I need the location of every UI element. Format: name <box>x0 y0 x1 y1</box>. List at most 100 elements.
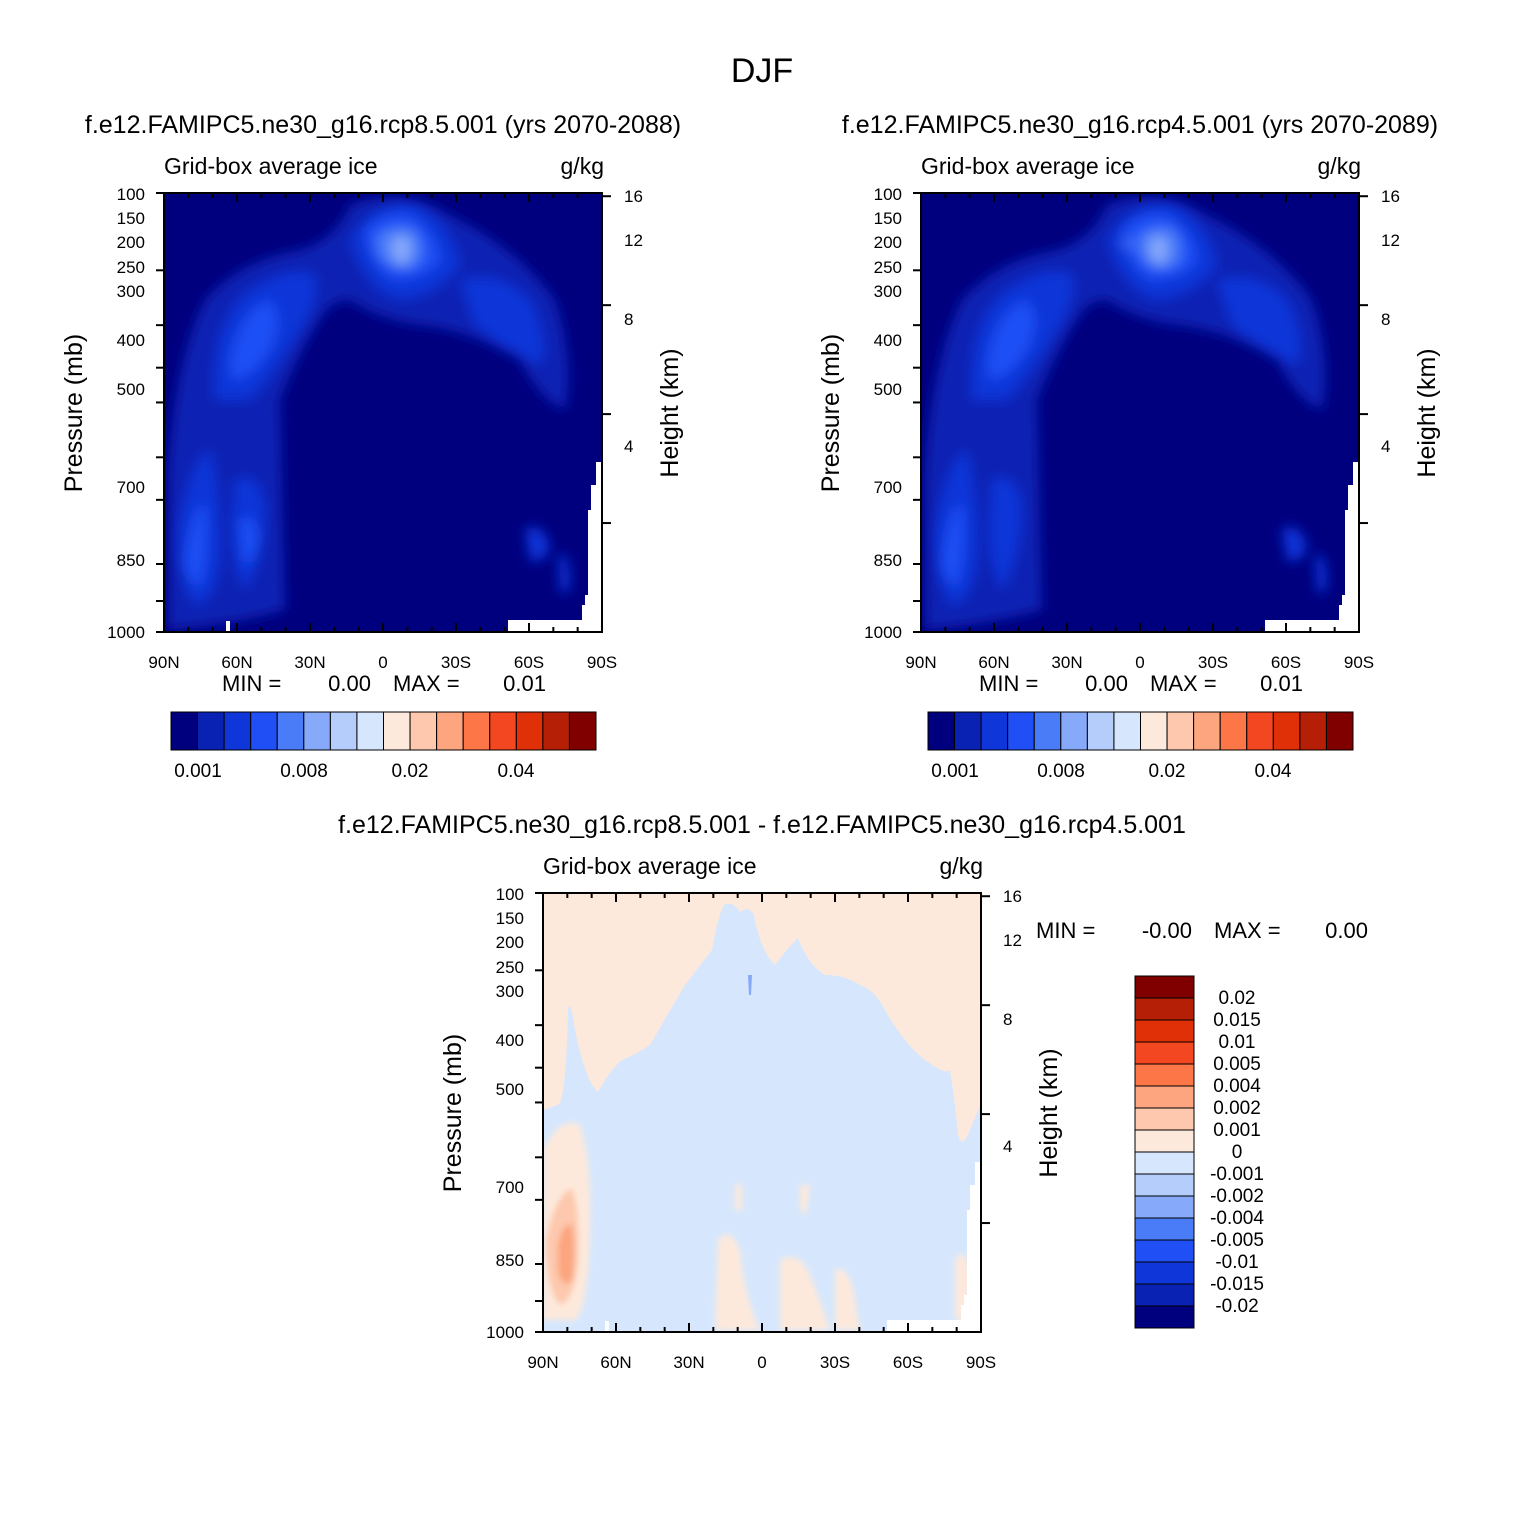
y-tick-label: 400 <box>117 331 145 350</box>
axis-ticks <box>535 892 990 1333</box>
y-tick-label: 500 <box>496 1080 524 1099</box>
colorbar-swatch <box>329 711 358 751</box>
colorbar-label: 0.01 <box>1219 1032 1256 1053</box>
colorbar-swatch <box>1272 711 1301 751</box>
y2-tick-labels: 16 12 8 4 <box>624 187 643 456</box>
colorbar-swatch <box>1246 711 1274 751</box>
x-tick-label: 30N <box>673 1353 704 1372</box>
y2-tick-label: 16 <box>1381 187 1400 206</box>
y2-tick-label: 16 <box>1003 887 1022 906</box>
panel-title-right: g/kg <box>561 153 604 179</box>
contour-field <box>164 193 602 632</box>
y-tick-label: 400 <box>874 331 902 350</box>
y-tick-label: 400 <box>496 1031 524 1050</box>
y2-tick-label: 4 <box>1381 437 1390 456</box>
y-tick-label: 200 <box>496 933 524 952</box>
y2-tick-labels: 16 12 8 4 <box>1381 187 1400 456</box>
colorbar-labels: 0.020.0150.010.0050.0040.0020.0010-0.001… <box>1210 988 1264 1317</box>
colorbar <box>170 711 597 751</box>
colorbar-label: -0.001 <box>1210 1164 1264 1185</box>
y2-tick-label: 8 <box>624 310 633 329</box>
colorbar-swatch <box>197 711 225 751</box>
colorbar-swatch <box>515 711 544 751</box>
negative-anomaly-region <box>543 903 981 1332</box>
colorbar-label: 0.02 <box>1219 988 1256 1009</box>
stats-max-label: MAX = <box>393 671 460 696</box>
y-tick-label: 150 <box>117 209 145 228</box>
y-axis-label: Pressure (mb) <box>60 334 88 492</box>
x-tick-label: 60N <box>978 653 1009 672</box>
contour-level-5 <box>1150 236 1168 265</box>
stats-min-label: MIN = <box>1036 918 1095 943</box>
y2-tick-label: 4 <box>624 437 633 456</box>
y-tick-label: 200 <box>874 233 902 252</box>
colorbar-swatch <box>1134 975 1195 999</box>
colorbar-vertical <box>1134 975 1195 1329</box>
colorbar-label: 0.002 <box>1213 1098 1261 1119</box>
y-axis-label: Pressure (mb) <box>817 334 845 492</box>
colorbar-swatch <box>1134 1173 1195 1197</box>
colorbar-swatch <box>462 711 491 751</box>
x-tick-label: 0 <box>1135 653 1144 672</box>
colorbar-swatch <box>1134 1019 1195 1043</box>
colorbar-label: -0.004 <box>1210 1208 1264 1229</box>
panel-title-right: g/kg <box>940 853 983 879</box>
x-tick-labels: 90N 60N 30N 0 30S 60S 90S <box>527 1353 996 1372</box>
y-tick-labels: 100 150 200 250 300 400 500 700 850 1000 <box>864 185 902 642</box>
x-tick-label: 0 <box>378 653 387 672</box>
y2-tick-label: 12 <box>1003 931 1022 950</box>
x-tick-label: 60S <box>514 653 544 672</box>
x-tick-label: 30N <box>294 653 325 672</box>
colorbar-swatch <box>1193 711 1221 751</box>
colorbar-swatch <box>542 711 570 751</box>
colorbar-swatch <box>1060 711 1088 751</box>
colorbar-swatch <box>1134 1239 1195 1263</box>
x-tick-label: 0 <box>757 1353 766 1372</box>
y-tick-label: 850 <box>117 551 145 570</box>
stats-min-value: 0.00 <box>1085 671 1128 696</box>
colorbar-swatch <box>1113 711 1141 751</box>
colorbar-label: 0.04 <box>1255 761 1292 782</box>
colorbar-swatch <box>1219 711 1248 751</box>
panel-rcp85: f.e12.FAMIPC5.ne30_g16.rcp8.5.001 (yrs 2… <box>60 111 684 782</box>
x-tick-labels: 90N 60N 30N 0 30S 60S 90S <box>905 653 1374 672</box>
colorbar-swatch <box>980 711 1009 751</box>
y-tick-label: 850 <box>874 551 902 570</box>
y2-axis-label: Height (km) <box>1035 1048 1063 1177</box>
colorbar-swatch <box>303 711 331 751</box>
colorbar-label: 0.02 <box>1149 761 1186 782</box>
x-tick-label: 90N <box>527 1353 558 1372</box>
x-tick-label: 30S <box>441 653 471 672</box>
y-tick-label: 100 <box>874 185 902 204</box>
small-negative-spot <box>748 975 752 995</box>
y-tick-label: 1000 <box>486 1323 524 1342</box>
y-tick-labels: 100 150 200 250 300 400 500 700 850 1000 <box>486 885 524 1342</box>
colorbar <box>927 711 1354 751</box>
y2-tick-label: 8 <box>1381 310 1390 329</box>
y2-tick-label: 4 <box>1003 1137 1012 1156</box>
panel-title-left: Grid-box average ice <box>543 853 757 879</box>
surface-positive-patches <box>715 1185 970 1330</box>
x-tick-label: 90N <box>148 653 179 672</box>
contour-level-2 <box>935 203 1327 605</box>
colorbar-swatch <box>1134 1151 1195 1175</box>
colorbar-swatch <box>1134 1305 1195 1329</box>
y-tick-label: 200 <box>117 233 145 252</box>
y-tick-label: 700 <box>496 1178 524 1197</box>
colorbar-swatch <box>436 711 464 751</box>
y-axis-label: Pressure (mb) <box>439 1034 467 1192</box>
colorbar-swatch <box>1166 711 1195 751</box>
colorbar-swatch <box>1134 1217 1195 1241</box>
colorbar-swatch <box>1134 1283 1195 1307</box>
x-tick-label: 90S <box>966 1353 996 1372</box>
stats-max-value: 0.01 <box>1260 671 1303 696</box>
colorbar-swatch <box>276 711 305 751</box>
x-tick-label: 60N <box>221 653 252 672</box>
colorbar-swatch <box>954 711 982 751</box>
colorbar-swatch <box>568 711 597 751</box>
colorbar-label: -0.002 <box>1210 1186 1264 1207</box>
x-tick-label: 60S <box>893 1353 923 1372</box>
y-tick-label: 250 <box>496 958 524 977</box>
colorbar-swatch <box>1134 1195 1195 1219</box>
